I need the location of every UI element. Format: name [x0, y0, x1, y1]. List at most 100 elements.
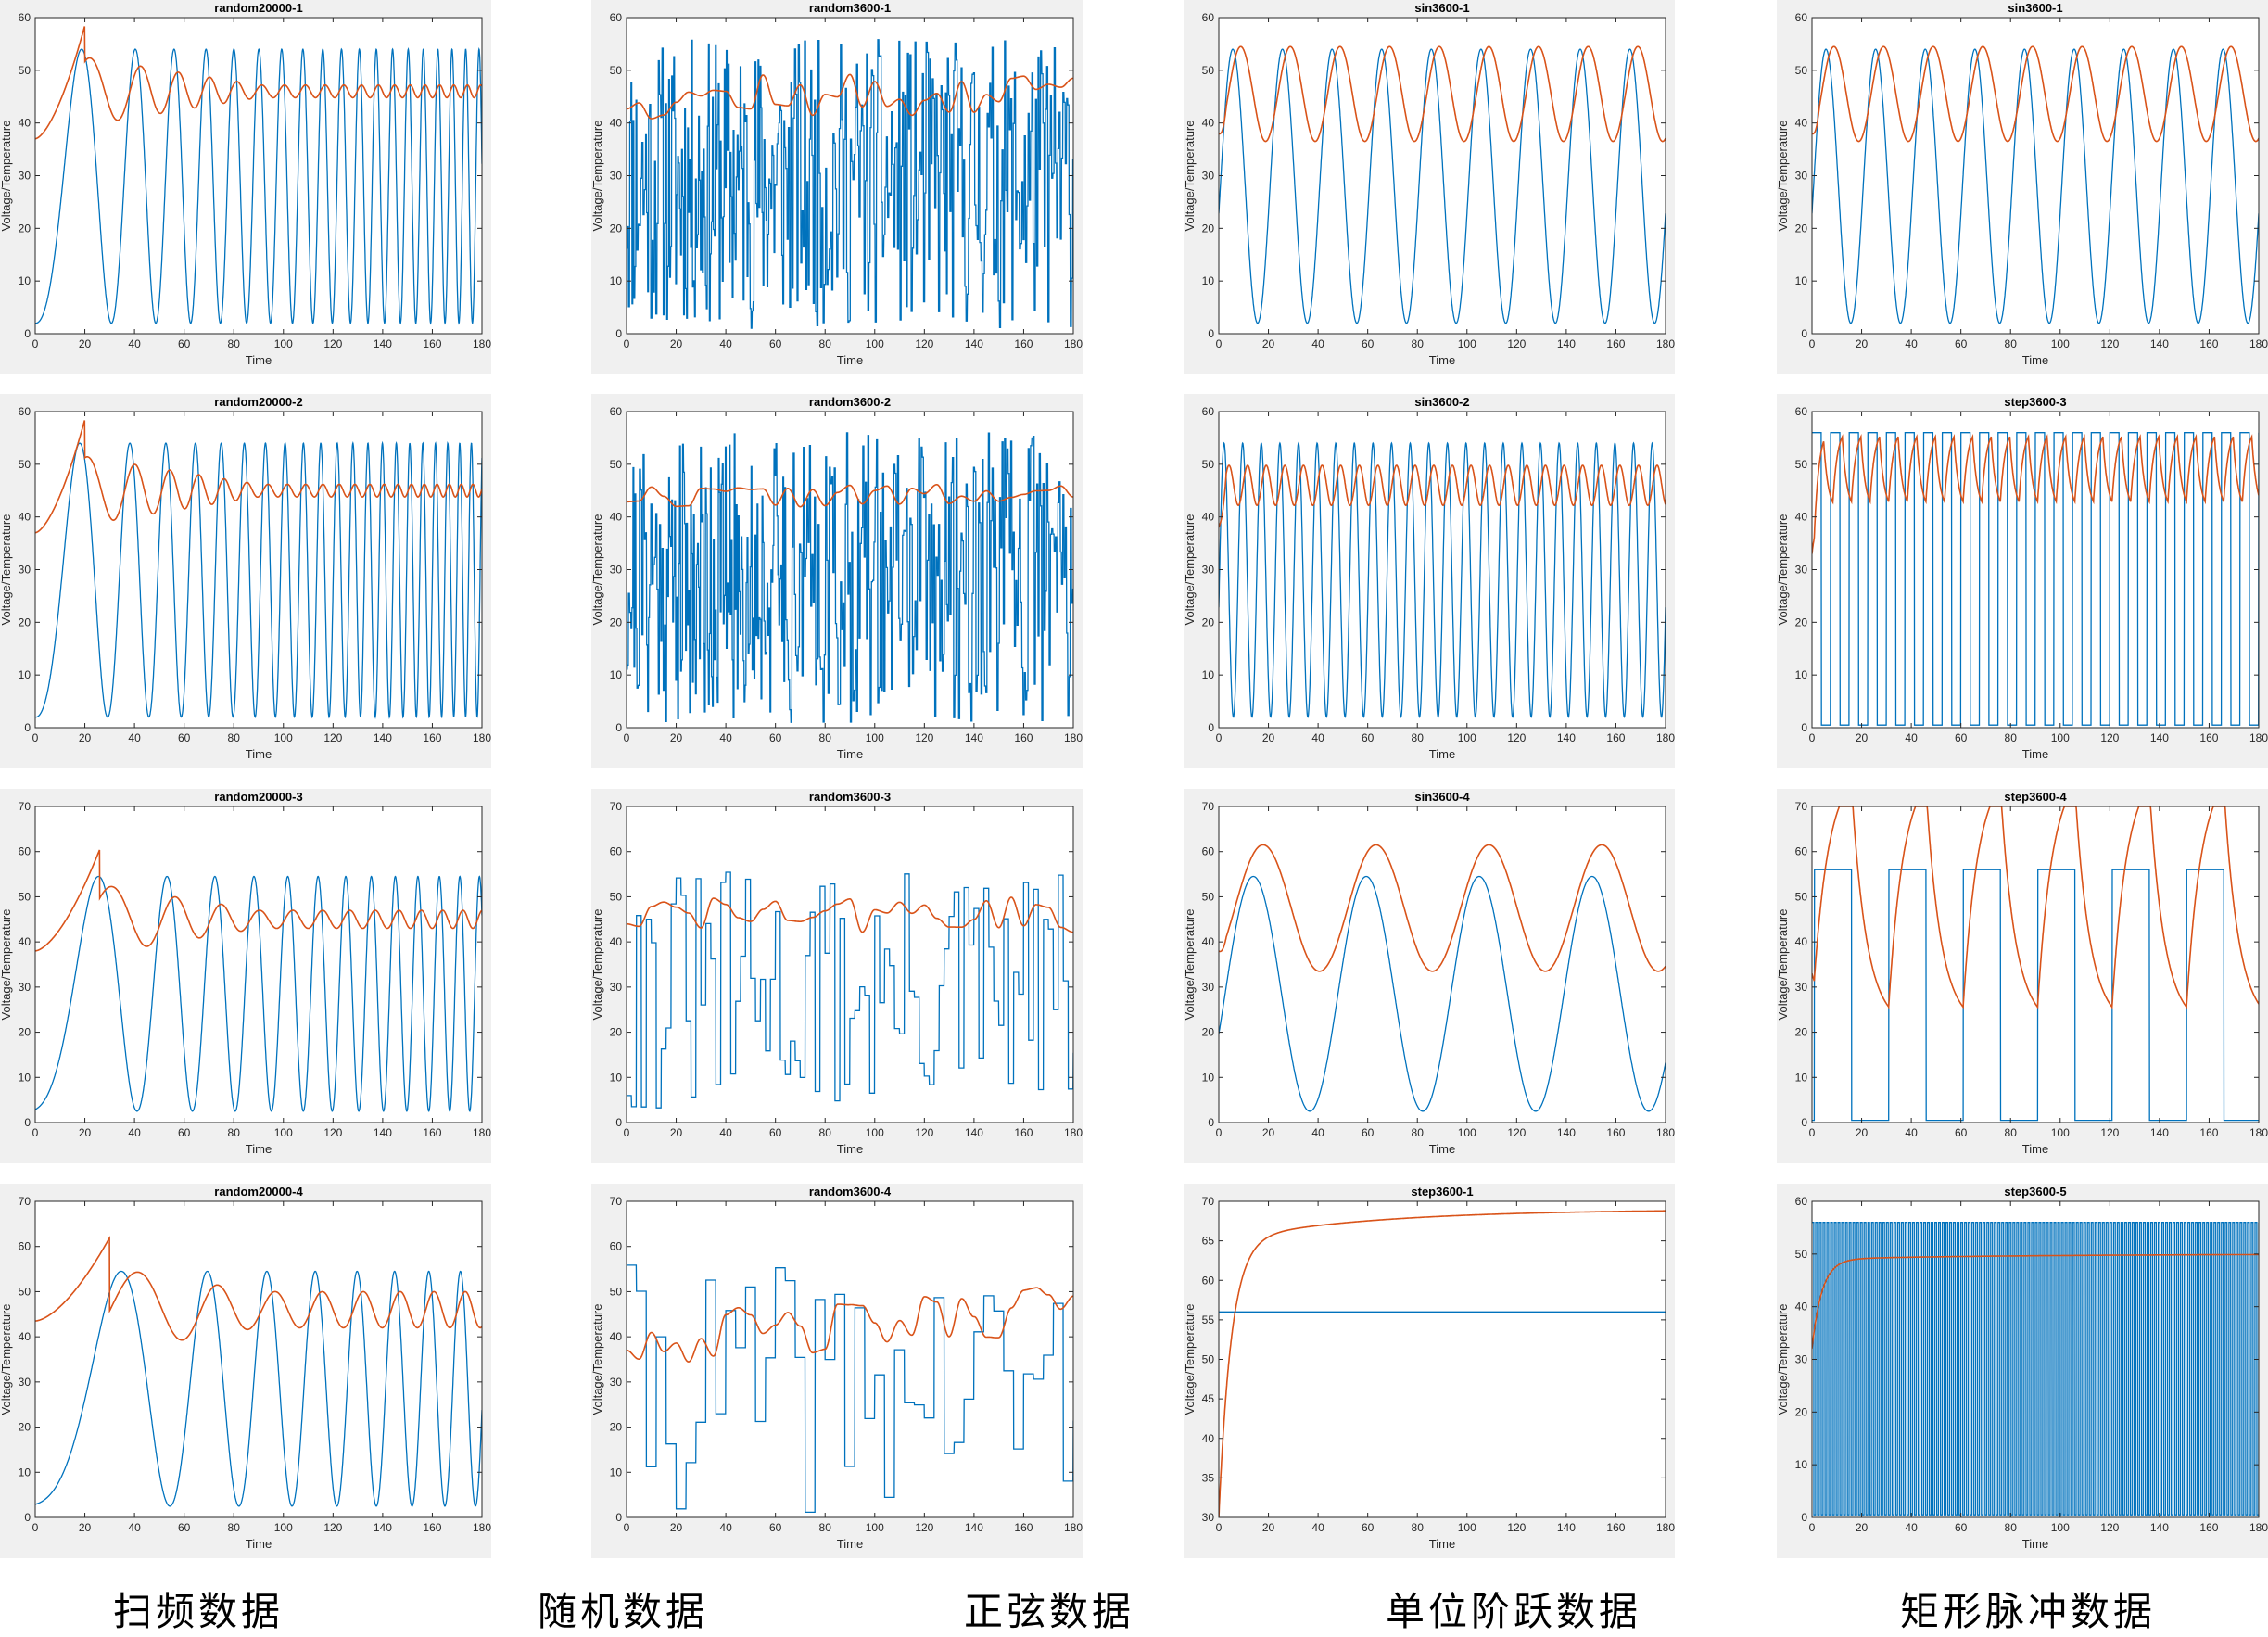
x-tick-label: 20: [670, 337, 683, 350]
x-axis-label: Time: [1429, 747, 1455, 761]
y-tick-label: 60: [1795, 845, 1808, 858]
x-tick-label: 0: [1809, 1126, 1816, 1139]
y-tick-label: 30: [1795, 1353, 1808, 1366]
y-tick-label: 50: [610, 458, 623, 471]
y-tick-label: 60: [610, 1240, 623, 1253]
x-tick-label: 60: [1955, 337, 1968, 350]
plot-area: [627, 1201, 1073, 1517]
x-tick-label: 160: [423, 731, 441, 744]
y-tick-label: 60: [1795, 11, 1808, 24]
y-axis-label: Voltage/Temperature: [0, 1304, 13, 1415]
y-tick-label: 0: [1208, 1116, 1214, 1129]
y-tick-label: 0: [1208, 327, 1214, 340]
y-tick-label: 30: [19, 564, 32, 577]
x-tick-label: 180: [2249, 731, 2268, 744]
y-tick-label: 40: [610, 1330, 623, 1343]
x-tick-label: 0: [1809, 337, 1816, 350]
plot-area: [35, 412, 482, 728]
y-tick-label: 70: [1202, 800, 1215, 813]
y-tick-label: 40: [1795, 1301, 1808, 1313]
output-temperature-line: [35, 849, 482, 952]
caption-random-data: 随机数据: [538, 1589, 709, 1634]
y-tick-label: 40: [1202, 1432, 1215, 1445]
x-tick-label: 0: [624, 1521, 630, 1534]
x-axis-label: Time: [2022, 1142, 2048, 1156]
chart-panel: 0 20 40 60 80 100 120 140 160 180 0 10 20 30 40 50 60 70 r…: [591, 1184, 1083, 1558]
y-tick-label: 70: [19, 1195, 32, 1208]
y-axis-label: Voltage/Temperature: [1777, 514, 1790, 626]
y-tick-label: 20: [610, 1026, 623, 1039]
plot-area: [35, 806, 482, 1123]
y-tick-label: 40: [610, 117, 623, 130]
x-axis-label: Time: [837, 1537, 863, 1551]
x-tick-label: 20: [79, 1126, 92, 1139]
x-tick-label: 60: [1362, 1126, 1375, 1139]
chart-panel: 0 20 40 60 80 100 120 140 160 180 0 10 20 30 40 50 60 70 r…: [591, 789, 1083, 1163]
x-tick-label: 80: [228, 1521, 241, 1534]
chart-panel: 0 20 40 60 80 100 120 140 160 180 0 10 20 30 40 50 60 sin…: [1777, 0, 2268, 374]
chart-panel: 0 20 40 60 80 100 120 140 160 180 0 10 20 30 40 50 60 ste…: [1777, 394, 2268, 768]
chart-title: step3600-3: [2004, 395, 2066, 409]
x-tick-label: 100: [866, 731, 884, 744]
y-tick-label: 70: [19, 800, 32, 813]
chart-panel: 0 20 40 60 80 100 120 140 160 180 0 10 20 30 40 50 60 70 s…: [1777, 789, 2268, 1163]
x-tick-label: 180: [1064, 1521, 1083, 1534]
x-tick-label: 140: [1557, 1126, 1576, 1139]
x-tick-label: 60: [1955, 1126, 1968, 1139]
x-tick-label: 160: [1606, 1521, 1625, 1534]
x-tick-label: 160: [1014, 1126, 1033, 1139]
x-tick-label: 180: [1064, 337, 1083, 350]
x-tick-label: 80: [2005, 731, 2018, 744]
caption-rect-pulse-data: 矩形脉冲数据: [1900, 1589, 2157, 1634]
x-tick-label: 180: [1064, 1126, 1083, 1139]
x-tick-label: 140: [374, 1126, 392, 1139]
x-tick-label: 160: [423, 1521, 441, 1534]
y-tick-label: 30: [19, 981, 32, 994]
x-axis-label: Time: [1429, 1537, 1455, 1551]
chart-title: random3600-1: [809, 1, 891, 15]
y-tick-label: 70: [610, 1195, 623, 1208]
x-tick-label: 180: [473, 1521, 491, 1534]
x-tick-label: 40: [1311, 337, 1324, 350]
y-tick-label: 40: [1795, 117, 1808, 130]
x-tick-label: 80: [2005, 337, 2018, 350]
chart-title: random20000-3: [214, 790, 302, 804]
y-tick-label: 20: [19, 1026, 32, 1039]
x-tick-label: 140: [965, 731, 983, 744]
x-tick-label: 40: [719, 1521, 732, 1534]
y-tick-label: 30: [610, 981, 623, 994]
y-tick-label: 0: [1801, 1511, 1807, 1524]
y-tick-label: 0: [1801, 1116, 1807, 1129]
x-tick-label: 100: [866, 337, 884, 350]
y-tick-label: 60: [610, 405, 623, 418]
chart-panel: 0 20 40 60 80 100 120 140 160 180 0 10 20 30 40 50 60 sin…: [1184, 394, 1675, 768]
y-tick-label: 10: [1202, 274, 1215, 287]
y-tick-label: 60: [19, 11, 32, 24]
y-axis-label: Voltage/Temperature: [0, 514, 13, 626]
y-tick-label: 0: [615, 721, 622, 734]
y-tick-label: 65: [1202, 1235, 1215, 1248]
y-tick-label: 50: [19, 1285, 32, 1298]
y-tick-label: 10: [1795, 1071, 1808, 1084]
chart-title: step3600-5: [2004, 1185, 2066, 1199]
y-tick-label: 50: [1795, 458, 1808, 471]
y-tick-label: 40: [610, 511, 623, 524]
x-tick-label: 40: [1905, 1521, 1918, 1534]
axes-box: [626, 806, 1074, 1123]
y-axis-label: Voltage/Temperature: [591, 121, 604, 232]
x-tick-label: 80: [2005, 1126, 2018, 1139]
output-temperature-line: [627, 896, 1073, 933]
x-tick-label: 60: [769, 1521, 782, 1534]
input-voltage-line: [1812, 869, 2259, 1122]
y-axis-label: Voltage/Temperature: [0, 121, 13, 232]
plot-area: [1812, 18, 2259, 334]
input-voltage-line: [1219, 48, 1666, 324]
output-temperature-line: [1812, 806, 2259, 1010]
x-axis-label: Time: [837, 353, 863, 367]
y-tick-label: 10: [1795, 274, 1808, 287]
x-tick-label: 100: [1458, 1521, 1476, 1534]
x-tick-label: 100: [866, 1521, 884, 1534]
x-tick-label: 60: [769, 337, 782, 350]
x-tick-label: 40: [1905, 1126, 1918, 1139]
x-tick-label: 40: [128, 337, 141, 350]
